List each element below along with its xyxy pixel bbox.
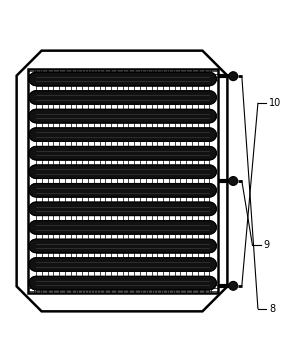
Polygon shape: [29, 72, 216, 85]
Polygon shape: [29, 277, 216, 290]
Circle shape: [229, 281, 238, 290]
Text: 10: 10: [269, 98, 281, 108]
Text: 8: 8: [269, 304, 275, 313]
Polygon shape: [29, 221, 216, 234]
Polygon shape: [29, 165, 216, 178]
Polygon shape: [29, 147, 216, 160]
Circle shape: [229, 177, 238, 185]
Polygon shape: [29, 202, 216, 215]
Polygon shape: [29, 91, 216, 104]
Text: 9: 9: [263, 240, 270, 250]
Polygon shape: [29, 239, 216, 253]
Bar: [28, 69, 218, 293]
Polygon shape: [29, 184, 216, 197]
Polygon shape: [29, 128, 216, 141]
Polygon shape: [29, 109, 216, 123]
Polygon shape: [29, 258, 216, 271]
Circle shape: [229, 72, 238, 81]
